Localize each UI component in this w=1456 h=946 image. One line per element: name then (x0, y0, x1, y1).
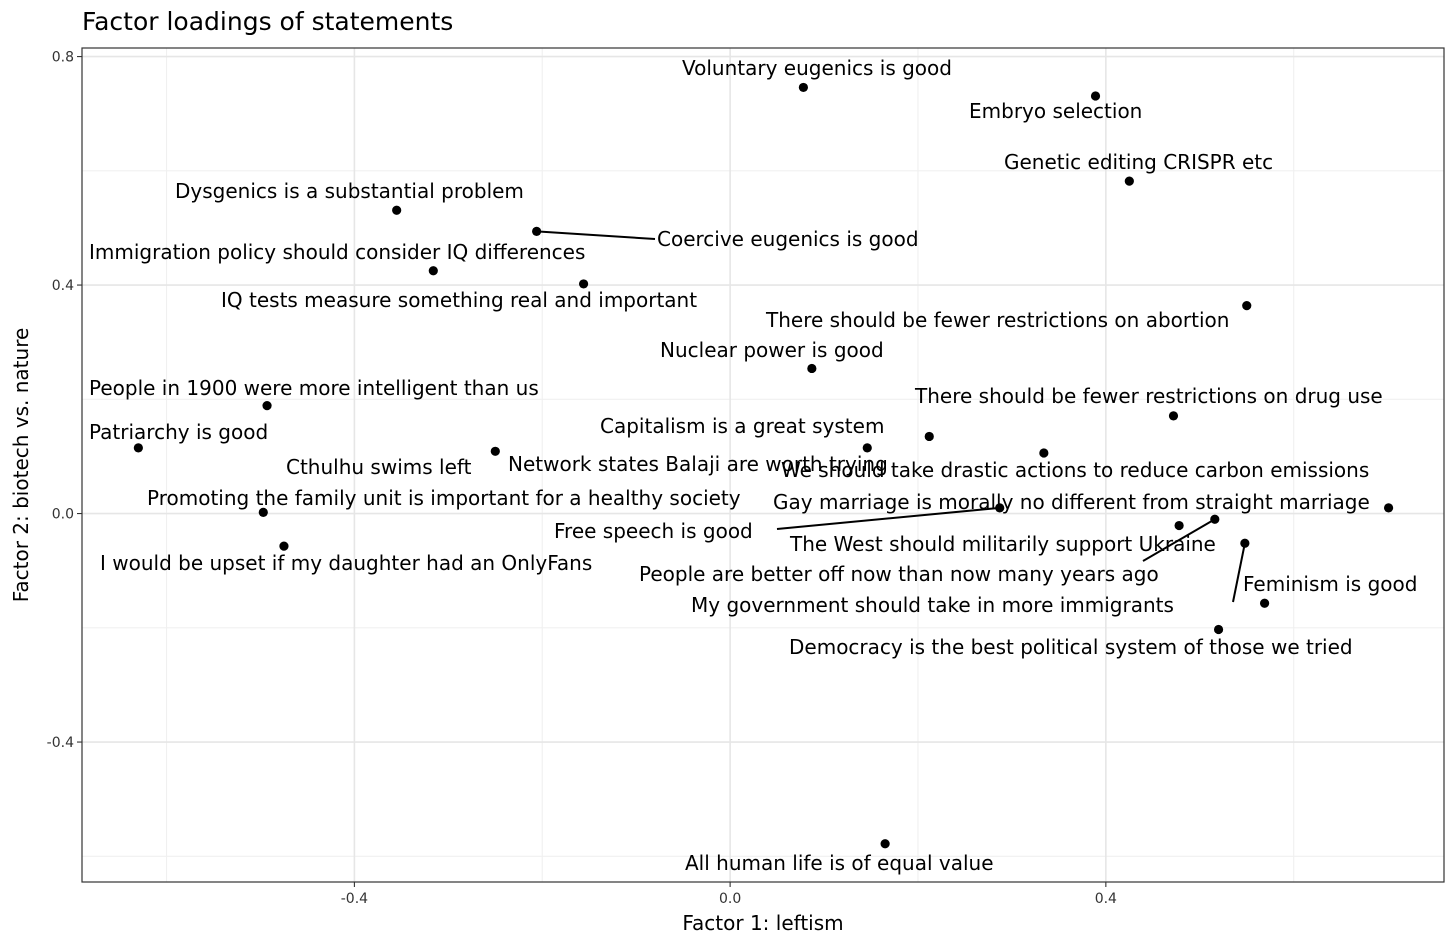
y-tick-label: 0.8 (52, 50, 74, 66)
leader-lines (536, 230, 1246, 603)
chart-title: Factor loadings of statements (82, 7, 453, 36)
plot-panel-border (81, 47, 1445, 883)
label-leader-line (776, 506, 1000, 530)
data-point (532, 226, 542, 236)
point-label: We should take drastic actions to reduce… (781, 458, 1369, 482)
data-point (1259, 598, 1270, 608)
data-point (1168, 411, 1179, 421)
point-label: All human life is of equal value (685, 851, 994, 875)
point-label: Genetic editing CRISPR etc (1004, 150, 1273, 174)
data-point (924, 431, 934, 442)
label-leader-line (1142, 518, 1216, 562)
point-label: There should be fewer restrictions on dr… (914, 384, 1383, 408)
data-point (133, 443, 143, 453)
point-label: Coercive eugenics is good (657, 227, 919, 251)
label-leader-line (1232, 543, 1246, 603)
data-point (392, 205, 402, 215)
x-axis-title: Factor 1: leftism (682, 911, 843, 935)
point-label: Dysgenics is a substantial problem (175, 179, 524, 203)
point-label: The West should militarily support Ukrai… (789, 532, 1216, 556)
point-label: Free speech is good (554, 519, 753, 543)
data-point (490, 446, 500, 456)
point-label: Nuclear power is good (660, 338, 884, 362)
data-point (1213, 624, 1224, 635)
data-point (807, 363, 817, 374)
data-point (1242, 301, 1252, 311)
data-point (428, 266, 438, 276)
point-label: IQ tests measure something real and impo… (221, 288, 697, 312)
point-label: People are better off now than now many … (639, 562, 1159, 586)
data-point (880, 839, 890, 849)
point-label: My government should take in more immigr… (691, 593, 1174, 617)
point-label: Voluntary eugenics is good (682, 56, 952, 80)
point-label: Gay marriage is morally no different fro… (773, 490, 1370, 514)
point-label: People in 1900 were more intelligent tha… (89, 376, 539, 400)
x-tick-label: 0.4 (1095, 891, 1117, 907)
grid-layer (82, 48, 1444, 882)
data-point (1039, 448, 1049, 458)
data-point (1124, 176, 1134, 186)
point-label: Immigration policy should consider IQ di… (89, 240, 585, 264)
x-tick-label: -0.4 (341, 891, 368, 907)
data-point (798, 82, 808, 93)
point-label: Network states Balaji are worth trying (508, 452, 888, 476)
data-point (262, 400, 272, 411)
data-point (1090, 91, 1101, 101)
point-label: Cthulhu swims left (286, 455, 472, 479)
data-point (578, 279, 589, 289)
point-label: Democracy is the best political system o… (789, 635, 1353, 659)
y-tick-label: 0.4 (52, 278, 74, 294)
data-point (258, 507, 268, 518)
data-point (279, 541, 289, 551)
point-label: Feminism is good (1243, 572, 1417, 596)
data-point (1383, 503, 1394, 513)
data-points (133, 82, 1394, 849)
data-point (1174, 520, 1184, 531)
point-label: There should be fewer restrictions on ab… (765, 308, 1229, 332)
y-tick-label: -0.4 (47, 735, 74, 751)
y-tick-label: 0.0 (52, 507, 74, 523)
point-label: Promoting the family unit is important f… (147, 486, 741, 510)
x-tick-label: 0.0 (719, 891, 741, 907)
point-label: Patriarchy is good (89, 420, 268, 444)
data-point (995, 503, 1005, 513)
data-point (1210, 514, 1220, 524)
data-point (862, 443, 872, 453)
point-label: Embryo selection (969, 99, 1142, 123)
data-point (1240, 538, 1250, 548)
y-axis-title: Factor 2: biotech vs. nature (9, 328, 33, 603)
point-label: I would be upset if my daughter had an O… (100, 551, 592, 575)
label-leader-line (536, 230, 656, 240)
point-labels: Voluntary eugenics is good Embryo selecti… (89, 56, 1417, 875)
point-label: Capitalism is a great system (600, 414, 884, 438)
axis-ticks: -0.4 0.0 0.4 -0.4 0.0 0.4 0.8 (47, 50, 1117, 907)
